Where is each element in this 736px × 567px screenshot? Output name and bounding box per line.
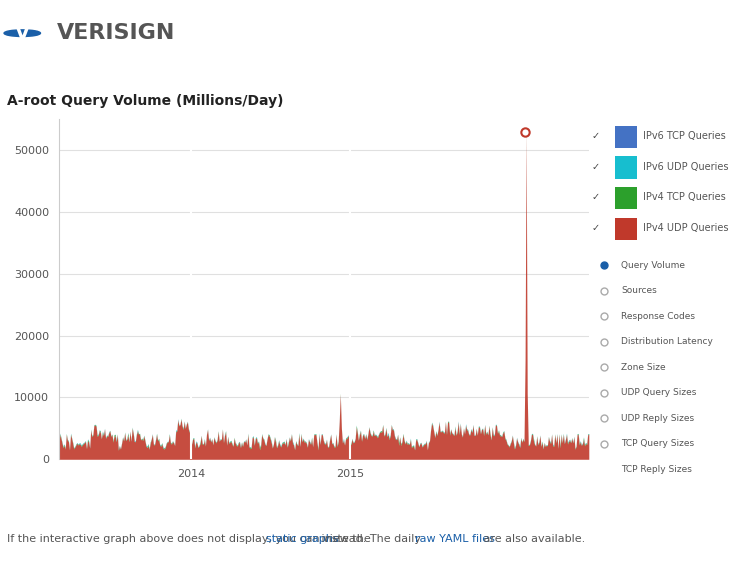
Text: are also available.: are also available.: [480, 534, 585, 544]
Text: If the interactive graph above does not display, you can view the: If the interactive graph above does not …: [7, 534, 375, 544]
Text: Response Codes: Response Codes: [621, 312, 696, 321]
Text: V: V: [15, 24, 30, 43]
Text: IPv4 UDP Queries: IPv4 UDP Queries: [643, 223, 729, 233]
Text: IPv6 TCP Queries: IPv6 TCP Queries: [643, 131, 726, 141]
Text: UDP Query Sizes: UDP Query Sizes: [621, 388, 696, 397]
Circle shape: [4, 30, 40, 36]
Text: Sources: Sources: [621, 286, 657, 295]
Text: ✓: ✓: [592, 192, 600, 202]
Text: Zone Size: Zone Size: [621, 363, 666, 372]
Text: instead. The daily: instead. The daily: [317, 534, 424, 544]
Text: IPv6 UDP Queries: IPv6 UDP Queries: [643, 162, 729, 172]
Text: ✓: ✓: [592, 223, 600, 233]
Text: static graphs: static graphs: [266, 534, 339, 544]
FancyBboxPatch shape: [615, 126, 637, 148]
Text: VERISIGN: VERISIGN: [57, 23, 175, 43]
Text: A.ROOT-SERVERS.NET: A.ROOT-SERVERS.NET: [7, 82, 142, 95]
Text: Query Volume: Query Volume: [621, 261, 685, 270]
Text: IPv4 TCP Queries: IPv4 TCP Queries: [643, 192, 726, 202]
Text: IPv4 UDP Queries: 52830.00: IPv4 UDP Queries: 52830.00: [428, 111, 585, 121]
FancyBboxPatch shape: [615, 218, 637, 240]
Text: TCP Reply Sizes: TCP Reply Sizes: [621, 465, 692, 474]
Text: ✓: ✓: [592, 162, 600, 172]
FancyBboxPatch shape: [615, 187, 637, 209]
Text: TCP Query Sizes: TCP Query Sizes: [621, 439, 694, 448]
Text: A-root Query Volume (Millions/Day): A-root Query Volume (Millions/Day): [7, 94, 284, 108]
FancyBboxPatch shape: [615, 156, 637, 179]
Text: Distribution Latency: Distribution Latency: [621, 337, 713, 346]
Text: ✓: ✓: [592, 131, 600, 141]
Text: UDP Reply Sizes: UDP Reply Sizes: [621, 414, 694, 423]
Text: raw YAML files: raw YAML files: [415, 534, 495, 544]
